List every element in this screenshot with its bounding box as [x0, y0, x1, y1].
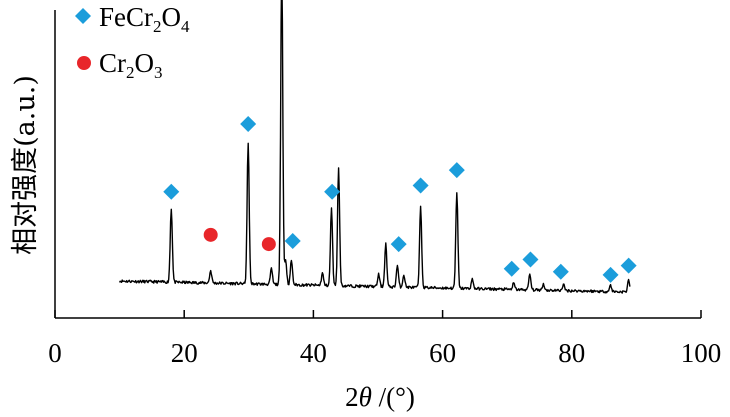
fecr2o4-marker — [448, 162, 465, 179]
fecr2o4-marker — [390, 236, 407, 253]
y-axis-label: 相对强度(a.u.) — [10, 75, 41, 255]
x-tick-label: 0 — [48, 338, 62, 368]
legend-marker-circle — [77, 56, 91, 70]
fecr2o4-marker — [284, 233, 301, 249]
x-tick-labels: 0 20 40 60 80 100 — [48, 338, 721, 368]
x-tick-label: 60 — [429, 338, 456, 368]
x-axis-label-suffix: /(°) — [372, 382, 415, 412]
legend-label-fecr2o4: FeCr2O4 — [99, 2, 190, 36]
fecr2o4-marker — [163, 183, 180, 200]
legend-item-cr2o3: Cr2O3 — [77, 48, 163, 82]
x-ticks — [54, 310, 702, 318]
legend-label-cr2o3: Cr2O3 — [99, 48, 163, 82]
x-axis-label-theta: θ — [359, 382, 372, 412]
fecr2o4-marker — [552, 263, 569, 280]
fecr2o4-marker — [522, 251, 539, 268]
fecr2o4-marker — [324, 183, 341, 200]
x-tick-label: 40 — [300, 338, 327, 368]
legend-marker-diamond — [75, 8, 91, 24]
phase-markers — [163, 115, 637, 283]
x-tick-label: 20 — [171, 338, 198, 368]
x-tick-label: 100 — [681, 338, 722, 368]
fecr2o4-marker — [503, 260, 520, 277]
legend: FeCr2O4 Cr2O3 — [75, 2, 190, 82]
fecr2o4-marker — [620, 257, 637, 274]
x-axis-label-prefix: 2 — [345, 382, 359, 412]
x-tick-label: 80 — [558, 338, 585, 368]
xrd-pattern-line — [118, 0, 631, 294]
fecr2o4-marker — [240, 115, 257, 132]
cr2o3-marker — [261, 237, 276, 252]
fecr2o4-marker — [412, 177, 429, 194]
fecr2o4-marker — [602, 266, 619, 283]
x-axis-label: 2θ /(°) — [345, 382, 415, 412]
legend-item-fecr2o4: FeCr2O4 — [75, 2, 190, 36]
cr2o3-marker — [203, 227, 218, 242]
